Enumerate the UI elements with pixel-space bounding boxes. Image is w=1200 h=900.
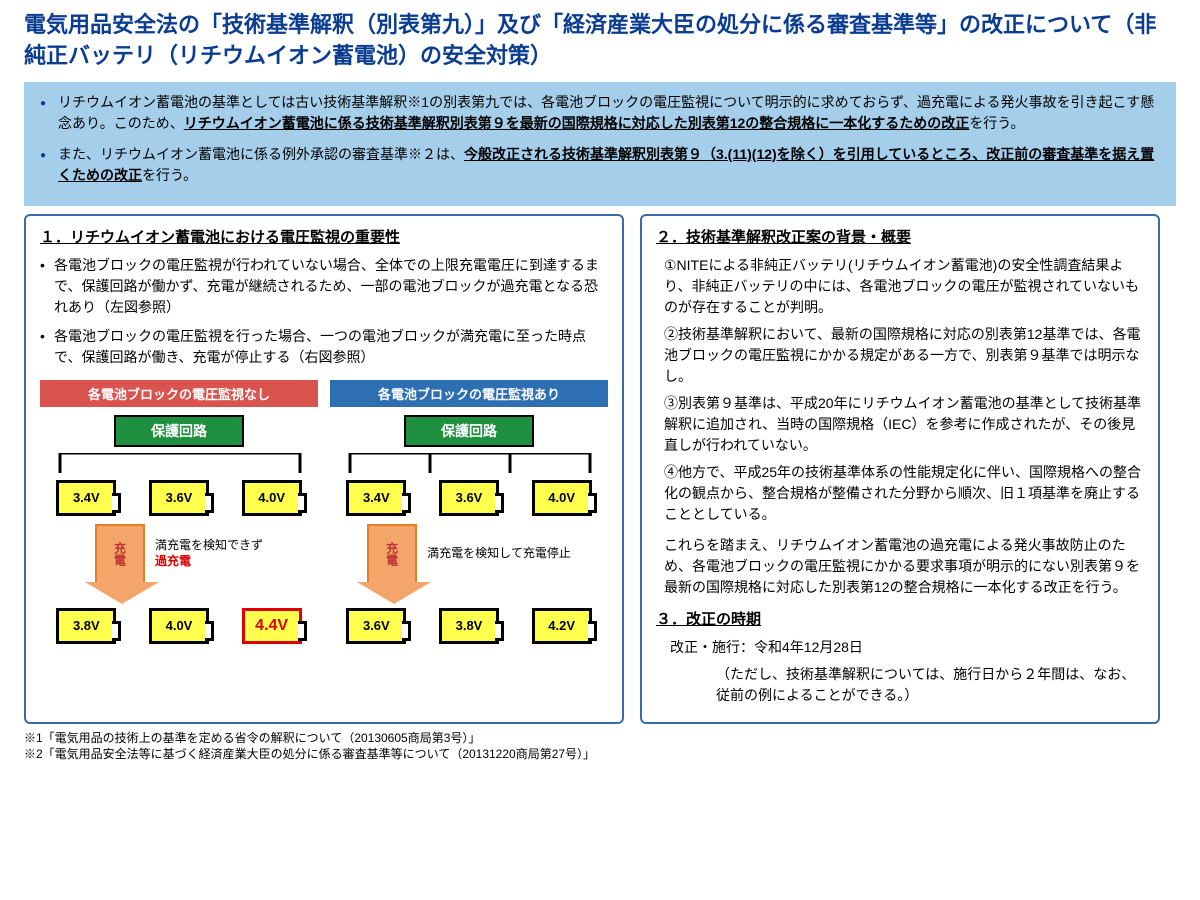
text: また、リチウムイオン蓄電池に係る例外承認の審査基準※２は、 — [58, 146, 464, 162]
battery-cell-overcharge: 4.4V — [242, 608, 302, 644]
enforcement-date: 改正・施行：令和4年12月28日 — [656, 637, 1144, 658]
battery-cell: 3.8V — [439, 608, 499, 644]
charge-arrow-icon: 充電 — [95, 524, 145, 584]
battery-cell: 3.8V — [56, 608, 116, 644]
text-bold: リチウムイオン蓄電池に係る技術基準解釈別表第９を最新の国際規格に対応した別表第1… — [184, 115, 970, 131]
battery-cell: 3.4V — [56, 480, 116, 516]
footnote-2: ※2「電気用品安全法等に基づく経済産業大臣の処分に係る審査基準等について（201… — [24, 746, 1176, 763]
section-1-panel: １．リチウムイオン蓄電池における電圧監視の重要性 各電池ブロックの電圧監視が行わ… — [24, 214, 624, 724]
battery-cell: 3.6V — [149, 480, 209, 516]
text: を行う。 — [969, 115, 1024, 131]
battery-cell: 4.0V — [532, 480, 592, 516]
paragraph-5: これらを踏まえ、リチウムイオン蓄電池の過充電による発火事故防止のため、各電池ブロ… — [656, 535, 1144, 598]
protection-circuit-box: 保護回路 — [114, 415, 244, 447]
section-1-heading: １．リチウムイオン蓄電池における電圧監視の重要性 — [40, 226, 608, 247]
stop-note: 満充電を検知して充電停止 — [427, 546, 571, 562]
wire-icon — [330, 453, 608, 473]
battery-cell: 3.6V — [346, 608, 406, 644]
diagram-title-blue: 各電池ブロックの電圧監視あり — [330, 380, 608, 407]
footnotes: ※1「電気用品の技術上の基準を定める省令の解釈について（20130605商局第3… — [0, 724, 1200, 770]
summary-item-2: また、リチウムイオン蓄電池に係る例外承認の審査基準※２は、今般改正される技術基準… — [40, 144, 1160, 186]
section-1-bullet-1: 各電池ブロックの電圧監視が行われていない場合、全体での上限充電電圧に到達するまで… — [40, 255, 608, 318]
paragraph-1: ①NITEによる非純正バッテリ(リチウムイオン蓄電池)の安全性調査結果より、非純… — [656, 255, 1144, 318]
section-3-heading: ３．改正の時期 — [656, 608, 1144, 629]
footnote-1: ※1「電気用品の技術上の基準を定める省令の解釈について（20130605商局第3… — [24, 730, 1176, 747]
diagram-pair: 各電池ブロックの電圧監視なし 保護回路 3.4V 3.6V 4.0V 充電 満充… — [40, 380, 608, 648]
diagram-title-red: 各電池ブロックの電圧監視なし — [40, 380, 318, 407]
battery-cell: 3.6V — [439, 480, 499, 516]
battery-cell: 3.4V — [346, 480, 406, 516]
battery-cell: 4.2V — [532, 608, 592, 644]
charge-arrow-icon: 充電 — [367, 524, 417, 584]
section-2-heading: ２．技術基準解釈改正案の背景・概要 — [656, 226, 1144, 247]
paragraph-2: ②技術基準解釈において、最新の国際規格に対応の別表第12基準では、各電池ブロック… — [656, 324, 1144, 387]
summary-item-1: リチウムイオン蓄電池の基準としては古い技術基準解釈※1の別表第九では、各電池ブロ… — [40, 92, 1160, 134]
overcharge-note: 満充電を検知できず 過充電 — [155, 538, 263, 569]
wire-icon — [40, 453, 318, 473]
main-columns: １．リチウムイオン蓄電池における電圧監視の重要性 各電池ブロックの電圧監視が行わ… — [0, 214, 1200, 724]
section-1-bullet-2: 各電池ブロックの電圧監視を行った場合、一つの電池ブロックが満充電に至った時点で、… — [40, 326, 608, 368]
diagram-with-monitoring: 各電池ブロックの電圧監視あり 保護回路 3.4V 3.6V 4.0V 充電 満充… — [330, 380, 608, 648]
page-title: 電気用品安全法の「技術基準解釈（別表第九）」及び「経済産業大臣の処分に係る審査基… — [0, 0, 1200, 78]
text: を行う。 — [142, 167, 197, 183]
enforcement-note: （ただし、技術基準解釈については、施行日から２年間は、なお、従前の例によることが… — [656, 664, 1144, 706]
paragraph-4: ④他方で、平成25年の技術基準体系の性能規定化に伴い、国際規格への整合化の観点か… — [656, 462, 1144, 525]
battery-cell: 4.0V — [242, 480, 302, 516]
summary-box: リチウムイオン蓄電池の基準としては古い技術基準解釈※1の別表第九では、各電池ブロ… — [24, 82, 1176, 206]
paragraph-3: ③別表第９基準は、平成20年にリチウムイオン蓄電池の基準として技術基準解釈に追加… — [656, 393, 1144, 456]
protection-circuit-box: 保護回路 — [404, 415, 534, 447]
diagram-no-monitoring: 各電池ブロックの電圧監視なし 保護回路 3.4V 3.6V 4.0V 充電 満充… — [40, 380, 318, 648]
battery-cell: 4.0V — [149, 608, 209, 644]
section-2-panel: ２．技術基準解釈改正案の背景・概要 ①NITEによる非純正バッテリ(リチウムイオ… — [640, 214, 1160, 724]
